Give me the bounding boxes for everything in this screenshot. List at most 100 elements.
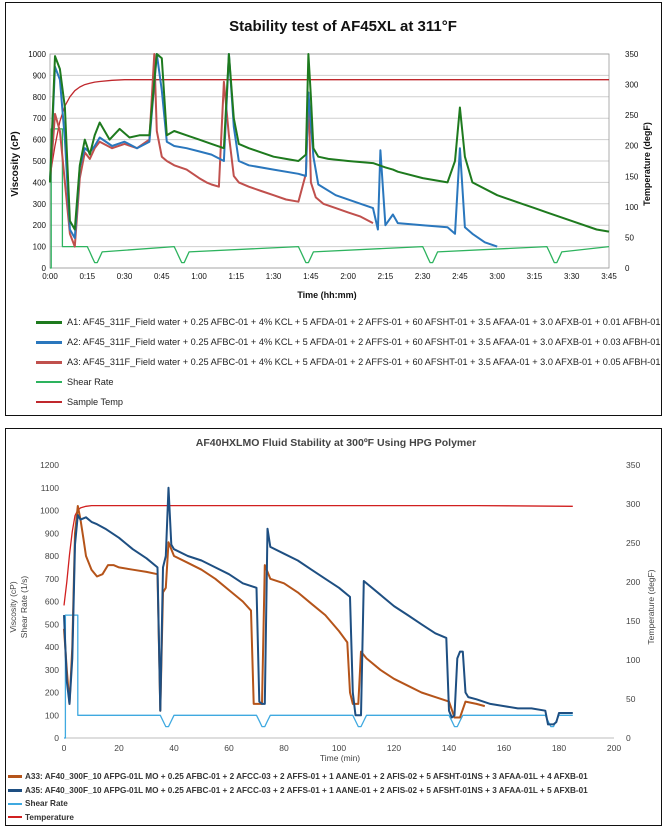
legend-item-shear-rate: Shear Rate xyxy=(8,797,588,811)
y-tick-label: 500 xyxy=(33,157,47,166)
y2-tick-label: 150 xyxy=(625,172,639,181)
y2-tick-label: 50 xyxy=(625,233,634,242)
x-tick-label: 160 xyxy=(497,743,511,753)
y2-tick-label: 250 xyxy=(626,538,640,548)
x-tick-label: 100 xyxy=(332,743,346,753)
series-line-a33 xyxy=(63,505,486,719)
y-tick-label: 600 xyxy=(33,136,47,145)
legend-swatch xyxy=(36,401,62,403)
legend-swatch xyxy=(36,381,62,383)
x-tick-label: 140 xyxy=(442,743,456,753)
x-tick-label: 20 xyxy=(114,743,124,753)
legend-item-a2: A2: AF45_311F_Field water + 0.25 AFBC-01… xyxy=(36,332,660,352)
legend-label: A35: AF40_300F_10 AFPG-01L MO + 0.25 AFB… xyxy=(25,785,588,795)
chart-panel-stability-af45xl: Stability test of AF45XL at 311°F Viscos… xyxy=(5,2,662,416)
x-tick-label: 0:15 xyxy=(79,272,95,281)
y2-tick-label: 150 xyxy=(626,616,640,626)
chart-title: AF40HXLMO Fluid Stability at 300ºF Using… xyxy=(196,437,476,449)
x-tick-label: 1:30 xyxy=(266,272,282,281)
y2-tick-label: 100 xyxy=(625,203,639,212)
y-tick-label: 700 xyxy=(45,574,59,584)
x-tick-label: 2:00 xyxy=(340,272,356,281)
x-axis-label: Time (min) xyxy=(320,753,360,763)
y-tick-label: 200 xyxy=(45,688,59,698)
series-line-a1 xyxy=(49,53,610,233)
legend: A1: AF45_311F_Field water + 0.25 AFBC-01… xyxy=(36,312,660,412)
y-tick-label: 800 xyxy=(45,551,59,561)
legend-label: Sample Temp xyxy=(67,397,124,407)
y2-tick-label: 250 xyxy=(625,111,639,120)
y-tick-label: 800 xyxy=(33,93,47,102)
y-tick-label: 900 xyxy=(45,528,59,538)
gridlines xyxy=(49,53,610,269)
legend-item-a35: A35: AF40_300F_10 AFPG-01L MO + 0.25 AFB… xyxy=(8,784,588,798)
x-tick-label: 200 xyxy=(607,743,621,753)
series-line-a2 xyxy=(49,53,498,248)
y-tick-label: 1000 xyxy=(40,506,59,516)
y-axis-label-secondary: Shear Rate (1/s) xyxy=(19,576,29,639)
y-tick-label: 1000 xyxy=(28,50,46,59)
y-tick-label: 700 xyxy=(33,114,47,123)
y-tick-label: 600 xyxy=(45,597,59,607)
y-tick-label: 0 xyxy=(42,264,47,273)
series-line-a35 xyxy=(63,486,573,726)
legend-item-a3: A3: AF45_311F_Field water + 0.25 AFBC-01… xyxy=(36,352,660,372)
y-tick-label: 900 xyxy=(33,71,47,80)
series-group xyxy=(49,53,610,269)
x-tick-label: 0 xyxy=(62,743,67,753)
legend-label: A1: AF45_311F_Field water + 0.25 AFBC-01… xyxy=(67,317,661,327)
y2-axis-label: Temperature (degF) xyxy=(642,122,652,206)
y2-tick-label: 350 xyxy=(625,50,639,59)
chart-panel-stability-af40hxlmo: AF40HXLMO Fluid Stability at 300ºF Using… xyxy=(5,428,662,826)
y2-tick-label: 300 xyxy=(625,81,639,90)
y-tick-label: 1100 xyxy=(41,483,60,493)
x-tick-label: 0:30 xyxy=(117,272,133,281)
legend-label: Temperature xyxy=(25,812,74,822)
x-tick-label: 120 xyxy=(387,743,401,753)
legend-item-sample-temp: Sample Temp xyxy=(36,392,660,412)
x-tick-label: 3:00 xyxy=(489,272,505,281)
chart-title: Stability test of AF45XL at 311°F xyxy=(229,18,457,35)
legend-label: A33: AF40_300F_10 AFPG-01L MO + 0.25 AFB… xyxy=(25,772,588,782)
series-line-a3 xyxy=(49,53,374,248)
y-tick-label: 400 xyxy=(45,642,59,652)
series-line-shear-rate xyxy=(64,614,573,739)
y-tick-label: 200 xyxy=(33,221,47,230)
x-axis-label: Time (hh:mm) xyxy=(297,290,356,300)
x-tick-label: 3:15 xyxy=(527,272,543,281)
y-tick-label: 300 xyxy=(33,200,47,209)
x-tick-label: 1:45 xyxy=(303,272,319,281)
x-tick-label: 80 xyxy=(279,743,289,753)
legend-item-shear-rate: Shear Rate xyxy=(36,372,660,392)
legend-swatch xyxy=(36,340,62,344)
chart-canvas-af45xl: Stability test of AF45XL at 311°F Viscos… xyxy=(10,18,652,300)
x-tick-label: 180 xyxy=(552,743,566,753)
y-tick-label: 100 xyxy=(45,710,59,720)
y2-tick-label: 100 xyxy=(626,655,640,665)
x-tick-label: 2:15 xyxy=(378,272,394,281)
y-axis-label: Viscosity (cP) xyxy=(10,131,21,196)
x-tick-label: 2:30 xyxy=(415,272,431,281)
legend-item-temperature: Temperature xyxy=(8,811,588,825)
chart-canvas-af40hxlmo: AF40HXLMO Fluid Stability at 300ºF Using… xyxy=(8,437,656,763)
x-tick-label: 0:00 xyxy=(42,272,58,281)
tick-labels: 0100200300400500600700800900100011001200… xyxy=(40,460,640,753)
legend-label: A2: AF45_311F_Field water + 0.25 AFBC-01… xyxy=(67,337,661,347)
legend-label: A3: AF45_311F_Field water + 0.25 AFBC-01… xyxy=(67,357,661,367)
y-axis-label: Viscosity (cP) xyxy=(8,581,18,632)
y-tick-label: 0 xyxy=(54,733,59,743)
y2-axis-label: Temperature (degF) xyxy=(646,569,656,644)
legend-swatch xyxy=(8,775,22,779)
legend-swatch xyxy=(8,816,22,819)
series-line-temperature xyxy=(63,504,573,606)
legend-label: Shear Rate xyxy=(67,377,114,387)
legend-item-a33: A33: AF40_300F_10 AFPG-01L MO + 0.25 AFB… xyxy=(8,770,588,784)
y-tick-label: 400 xyxy=(33,178,47,187)
series-line-shear-rate xyxy=(50,128,610,269)
y-tick-label: 100 xyxy=(33,243,47,252)
y2-tick-label: 50 xyxy=(626,694,636,704)
y2-tick-label: 300 xyxy=(626,499,640,509)
legend-label: Shear Rate xyxy=(25,799,68,809)
tick-labels: 0 100 200 300 400 500 600 700 800 900 1000 0 50 100 15… xyxy=(28,50,639,281)
legend-swatch xyxy=(8,788,22,792)
